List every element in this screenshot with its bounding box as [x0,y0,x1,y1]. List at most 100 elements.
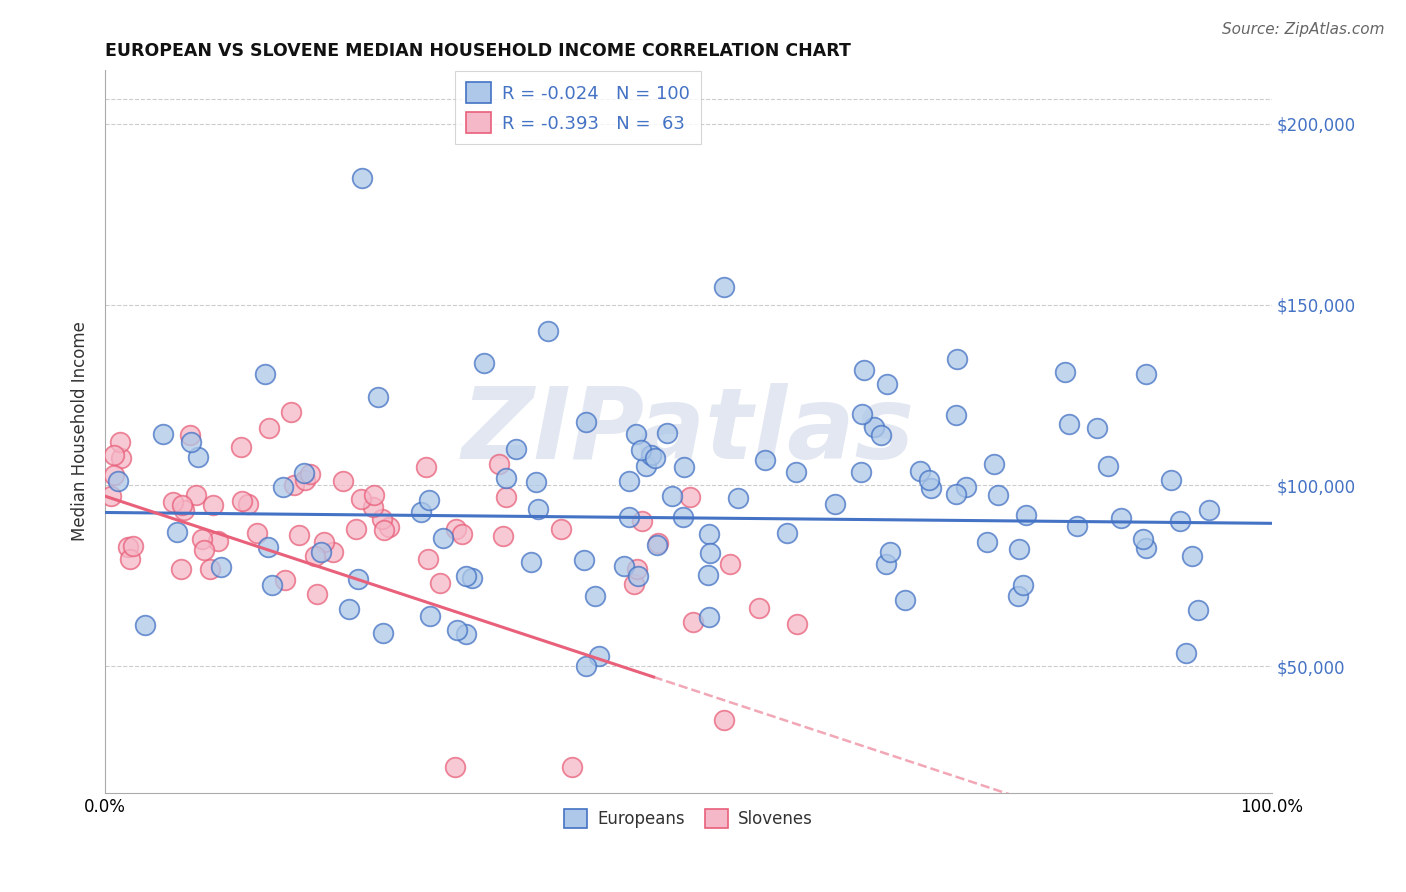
Point [173,503,195,517]
Point [699,546,721,560]
Point [851,407,873,421]
Point [631,514,654,528]
Point [363,500,385,515]
Point [875,558,897,572]
Point [371,625,394,640]
Point [363,488,385,502]
Point [350,491,373,506]
Point [200,562,222,576]
Point [495,471,517,485]
Point [179,428,201,442]
Point [718,558,741,572]
Point [170,562,193,576]
Y-axis label: Median Household Income: Median Household Income [72,321,89,541]
Point [134,618,156,632]
Point [550,522,572,536]
Point [1135,541,1157,556]
Point [575,659,598,673]
Point [492,529,515,543]
Point [626,427,648,442]
Point [1085,420,1108,434]
Point [537,324,560,338]
Point [162,495,184,509]
Point [307,587,329,601]
Point [520,555,543,569]
Point [1054,365,1077,379]
Point [121,539,143,553]
Point [1181,549,1204,563]
Point [117,540,139,554]
Point [287,528,309,542]
Point [640,448,662,462]
Point [561,760,583,774]
Point [446,623,468,637]
Point [187,450,209,464]
Point [103,468,125,483]
Point [418,552,440,566]
Point [645,538,668,552]
Point [852,362,875,376]
Point [908,464,931,478]
Point [785,465,807,479]
Point [429,576,451,591]
Point [869,427,891,442]
Point [314,534,336,549]
Point [444,760,467,774]
Point [626,562,648,576]
Point [152,427,174,442]
Point [419,609,441,624]
Point [505,442,527,456]
Point [575,415,598,429]
Point [661,489,683,503]
Point [679,490,702,504]
Point [983,458,1005,472]
Point [409,505,432,519]
Point [103,448,125,462]
Point [209,560,232,574]
Point [588,649,610,664]
Point [246,525,269,540]
Point [100,489,122,503]
Point [350,171,373,186]
Point [1175,646,1198,660]
Point [108,434,131,449]
Point [280,405,302,419]
Point [446,522,468,536]
Point [786,617,808,632]
Point [713,279,735,293]
Point [627,568,650,582]
Point [893,593,915,607]
Point [256,540,278,554]
Point [1160,473,1182,487]
Point [946,351,969,366]
Point [347,573,370,587]
Point [617,474,640,488]
Point [366,390,388,404]
Point [613,559,636,574]
Point [170,498,193,512]
Point [1168,514,1191,528]
Point [1066,519,1088,533]
Point [322,545,344,559]
Point [456,569,478,583]
Point [655,425,678,440]
Point [166,525,188,540]
Point [697,568,720,582]
Text: EUROPEAN VS SLOVENE MEDIAN HOUSEHOLD INCOME CORRELATION CHART: EUROPEAN VS SLOVENE MEDIAN HOUSEHOLD INC… [105,42,851,60]
Point [1187,602,1209,616]
Point [118,552,141,566]
Point [332,475,354,489]
Point [373,523,395,537]
Point [432,531,454,545]
Point [180,434,202,449]
Point [697,526,720,541]
Point [292,466,315,480]
Point [986,488,1008,502]
Point [344,522,367,536]
Point [1097,459,1119,474]
Point [1015,508,1038,522]
Point [623,577,645,591]
Point [1007,589,1029,603]
Point [619,509,641,524]
Point [527,502,550,516]
